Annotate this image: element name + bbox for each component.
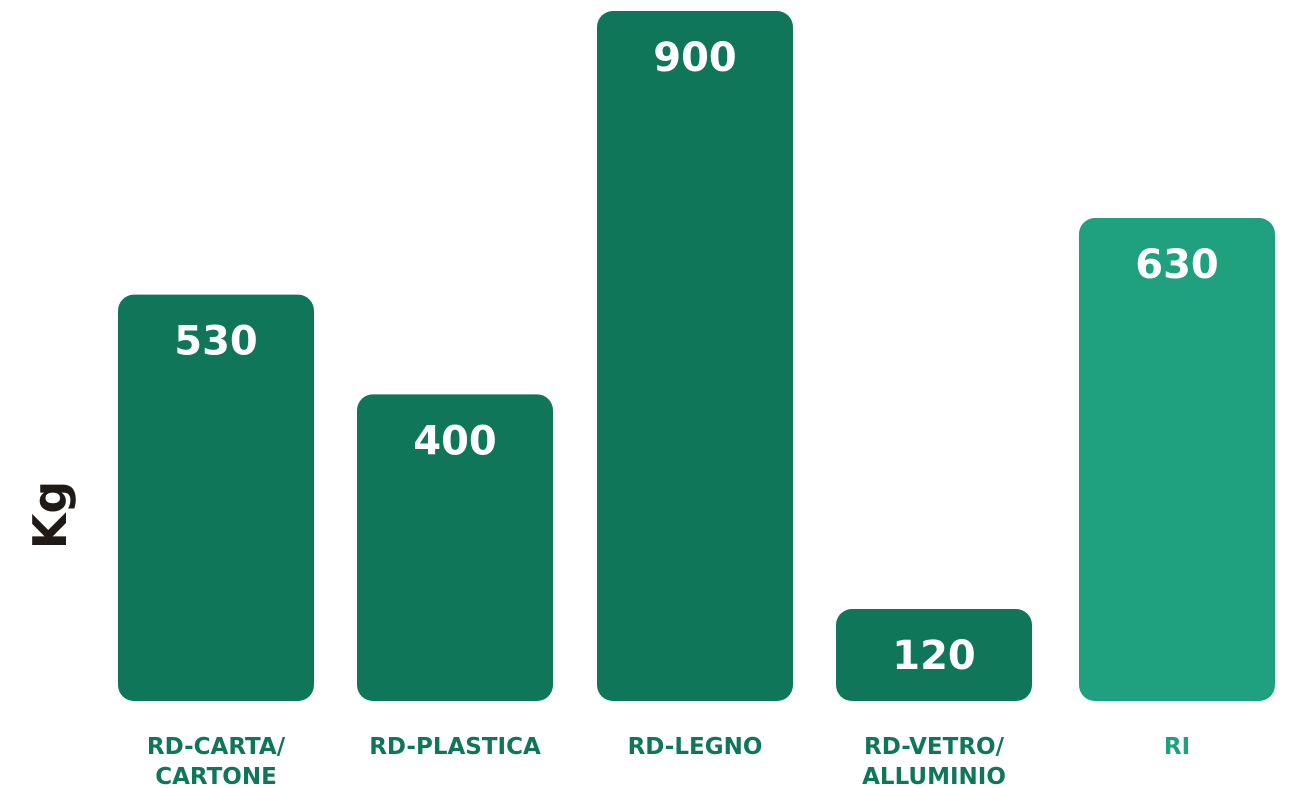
bar-0: [118, 294, 314, 701]
category-labels-group: RD-CARTA/CARTONE RD-PLASTICA RD-LEGNO RD-VE…: [147, 734, 1190, 788]
category-label-3-line-1: ALLUMINIO: [862, 764, 1006, 788]
y-axis-label: Kg: [23, 481, 77, 550]
bar-2: [597, 11, 793, 701]
bar-3: [836, 609, 1032, 701]
value-label-1: 400: [413, 418, 497, 464]
category-label-4-line-0: RI: [1164, 734, 1190, 760]
category-label-0-line-1: CARTONE: [155, 764, 277, 788]
value-label-0: 530: [174, 319, 258, 365]
bars-group: [118, 11, 1275, 701]
category-label-1-line-0: RD-PLASTICA: [369, 734, 541, 760]
category-label-2-line-0: RD-LEGNO: [628, 734, 763, 760]
category-label-3-line-0: RD-VETRO/: [864, 734, 1005, 760]
value-label-4: 630: [1135, 242, 1219, 288]
value-labels-group: 530 400 900 120 630: [174, 35, 1219, 679]
value-label-2: 900: [653, 35, 737, 81]
bar-4: [1079, 218, 1275, 701]
value-label-3: 120: [892, 633, 976, 679]
bar-1: [357, 394, 553, 701]
category-label-0-line-0: RD-CARTA/: [147, 734, 286, 760]
